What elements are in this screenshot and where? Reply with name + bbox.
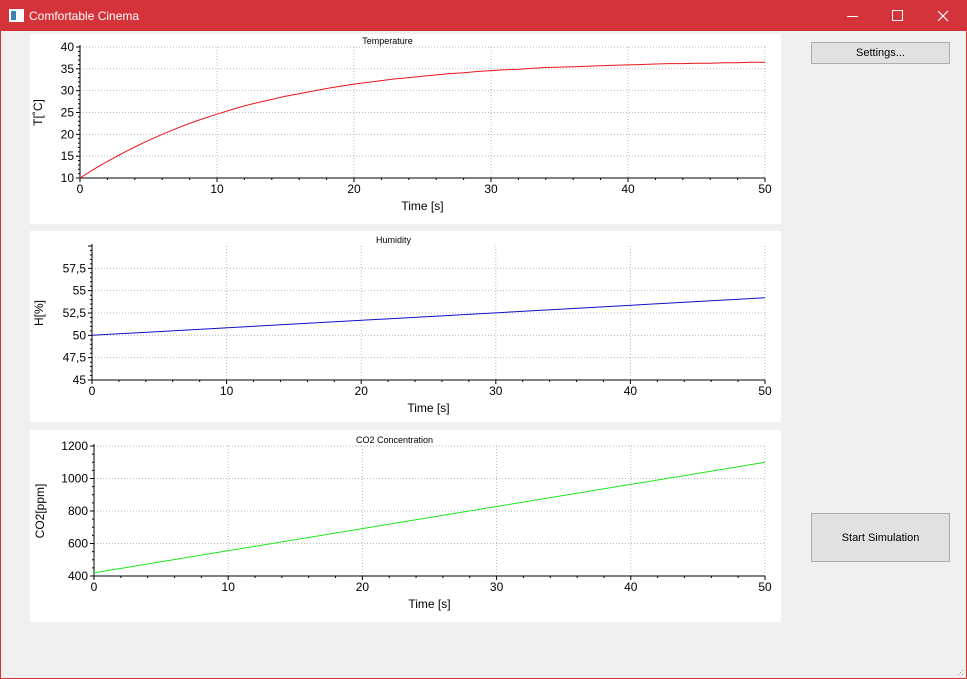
x-tick-label: 20: [356, 580, 370, 594]
close-icon: [937, 10, 949, 22]
y-tick-label: 1000: [61, 472, 88, 486]
y-tick-label: 30: [61, 84, 75, 98]
x-tick-label: 20: [347, 182, 361, 196]
chart-title: Temperature: [362, 36, 413, 46]
y-tick-label: 800: [68, 504, 88, 518]
y-tick-label: 45: [73, 373, 87, 387]
y-tick-label: 20: [61, 127, 75, 141]
x-tick-label: 10: [210, 182, 224, 196]
series-line: [91, 297, 766, 336]
y-tick-label: 600: [68, 537, 88, 551]
x-tick-label: 50: [758, 182, 772, 196]
x-tick-label: 0: [77, 182, 84, 196]
maximize-icon: [892, 10, 903, 21]
y-tick-label: 25: [61, 106, 75, 120]
y-tick-label: 40: [61, 40, 75, 54]
humidity-chart-panel: 0 10 20 30 40 50 45 47,5 50 52,5 55 57,5 Humidity Tim…: [30, 231, 781, 422]
x-tick-label: 50: [758, 384, 772, 398]
temperature-chart-panel: 0 10 20 30 40 50 10 15 20 25 30 35 40 Temperature Time…: [30, 34, 781, 224]
settings-button[interactable]: Settings...: [811, 42, 950, 64]
x-tick-label: 40: [621, 182, 635, 196]
y-tick-label: 50: [73, 328, 87, 342]
y-tick-label: 10: [61, 171, 75, 185]
x-tick-label: 10: [222, 580, 236, 594]
x-tick-label: 30: [489, 384, 503, 398]
title-bar[interactable]: Comfortable Cinema: [1, 1, 966, 31]
x-tick-label: 0: [89, 384, 96, 398]
x-tick-label: 0: [91, 580, 98, 594]
x-tick-label: 20: [355, 384, 369, 398]
app-icon: [9, 9, 24, 22]
x-axis-label: Time [s]: [408, 597, 450, 611]
y-tick-label: 57,5: [63, 261, 87, 275]
x-tick-label: 40: [624, 580, 638, 594]
y-tick-label: 35: [61, 62, 75, 76]
co2-chart-panel: 0 10 20 30 40 50 400 600 800 1000 1200 CO2 Concentr…: [30, 430, 781, 622]
resize-grip-icon[interactable]: [956, 668, 964, 676]
maximize-button[interactable]: [875, 1, 920, 31]
x-axis-label: Time [s]: [407, 401, 449, 415]
x-tick-label: 30: [490, 580, 504, 594]
chart-title: CO2 Concentration: [356, 435, 433, 445]
y-axis-label: CO2[ppm]: [33, 484, 47, 539]
y-axis-label: T[˚C]: [31, 99, 45, 126]
x-tick-label: 10: [220, 384, 234, 398]
series-line: [93, 461, 766, 574]
y-tick-label: 400: [68, 569, 88, 583]
y-tick-label: 15: [61, 149, 75, 163]
start-simulation-button[interactable]: Start Simulation: [811, 513, 950, 562]
close-button[interactable]: [920, 1, 965, 31]
minimize-button[interactable]: [830, 1, 875, 31]
humidity-chart: 0 10 20 30 40 50 45 47,5 50 52,5 55 57,5 Humidity Tim…: [32, 235, 772, 415]
series-line: [79, 61, 765, 179]
x-axis-label: Time [s]: [401, 199, 443, 213]
minimize-icon: [847, 16, 858, 17]
x-tick-label: 50: [758, 580, 772, 594]
x-tick-label: 40: [624, 384, 638, 398]
y-tick-label: 55: [73, 284, 87, 298]
chart-title: Humidity: [376, 235, 412, 245]
x-tick-label: 30: [484, 182, 498, 196]
y-tick-label: 1200: [61, 439, 88, 453]
y-tick-label: 47,5: [63, 351, 87, 365]
y-tick-label: 52,5: [63, 306, 87, 320]
co2-chart: 0 10 20 30 40 50 400 600 800 1000 1200 CO2 Concentr…: [33, 435, 772, 611]
y-axis-label: H[%]: [32, 300, 46, 326]
window-title: Comfortable Cinema: [29, 9, 140, 23]
